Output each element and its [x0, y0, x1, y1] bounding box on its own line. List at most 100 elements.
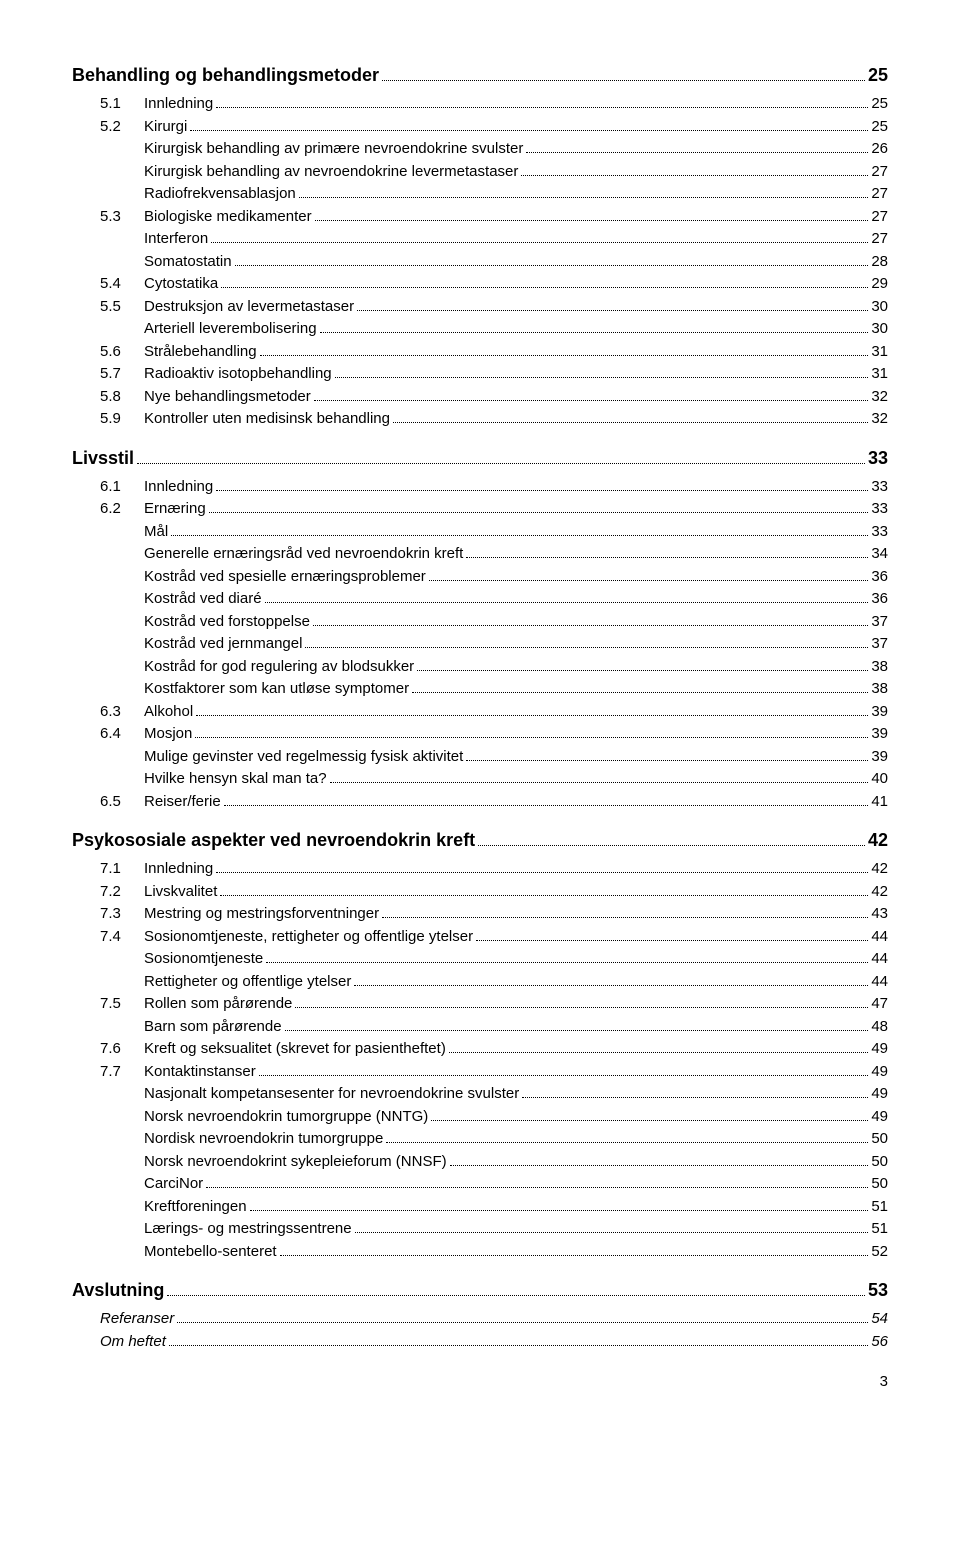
- toc-leader-dots: [522, 1085, 868, 1099]
- toc-label: Kostråd ved diaré: [144, 588, 262, 611]
- toc-label: CarciNor: [144, 1173, 203, 1196]
- toc-entry: Kirurgisk behandling av nevroendokrine l…: [72, 161, 888, 184]
- toc-number: 6.1: [100, 476, 144, 499]
- toc-leader-dots: [195, 725, 868, 739]
- toc-leader-dots: [206, 1175, 868, 1189]
- toc-label: 6.1Innledning: [100, 476, 213, 499]
- toc-entry: 7.3Mestring og mestringsforventninger43: [72, 903, 888, 926]
- toc-page: 37: [871, 633, 888, 656]
- toc-entry: Montebello-senteret52: [72, 1241, 888, 1264]
- toc-page: 36: [871, 566, 888, 589]
- toc-label: Hvilke hensyn skal man ta?: [144, 768, 327, 791]
- toc-entry: 5.1Innledning25: [72, 93, 888, 116]
- toc-leader-dots: [355, 1220, 869, 1234]
- toc-entry: 7.2Livskvalitet42: [72, 881, 888, 904]
- toc-entry: 5.5Destruksjon av levermetastaser30: [72, 296, 888, 319]
- toc-page: 26: [871, 138, 888, 161]
- toc-label: Om heftet: [100, 1331, 166, 1354]
- toc-page: 25: [871, 116, 888, 139]
- toc-leader-dots: [466, 545, 868, 559]
- toc-label: Mål: [144, 521, 168, 544]
- toc-page: 44: [871, 948, 888, 971]
- toc-number: 5.9: [100, 408, 144, 431]
- toc-page: 48: [871, 1016, 888, 1039]
- toc-leader-dots: [211, 230, 868, 244]
- toc-entry: CarciNor 50: [72, 1173, 888, 1196]
- toc-label: 7.3Mestring og mestringsforventninger: [100, 903, 379, 926]
- toc-label: 7.6Kreft og seksualitet (skrevet for pas…: [100, 1038, 446, 1061]
- toc-leader-dots: [393, 410, 868, 424]
- toc-label: 6.2Ernæring: [100, 498, 206, 521]
- toc-page: 33: [871, 521, 888, 544]
- toc-page: 38: [871, 678, 888, 701]
- toc-page: 56: [871, 1331, 888, 1354]
- toc-entry: Behandling og behandlingsmetoder25: [72, 62, 888, 89]
- toc-leader-dots: [209, 500, 869, 514]
- toc-page: 39: [871, 723, 888, 746]
- toc-page: 42: [871, 858, 888, 881]
- toc-leader-dots: [259, 1062, 869, 1076]
- toc-entry: Kostråd ved forstoppelse37: [72, 611, 888, 634]
- toc-leader-dots: [216, 477, 868, 491]
- toc-entry: Kirurgisk behandling av primære nevroend…: [72, 138, 888, 161]
- toc-leader-dots: [266, 950, 868, 964]
- toc-entry: 7.6Kreft og seksualitet (skrevet for pas…: [72, 1038, 888, 1061]
- toc-entry: 5.8Nye behandlingsmetoder32: [72, 386, 888, 409]
- toc-label: Generelle ernæringsråd ved nevroendokrin…: [144, 543, 463, 566]
- toc-page: 44: [871, 971, 888, 994]
- toc-page: 33: [868, 445, 888, 472]
- toc-label: 5.8Nye behandlingsmetoder: [100, 386, 311, 409]
- toc-entry: Hvilke hensyn skal man ta?40: [72, 768, 888, 791]
- toc-page: 29: [871, 273, 888, 296]
- toc-page: 39: [871, 746, 888, 769]
- toc-page: 50: [871, 1173, 888, 1196]
- toc-page: 41: [871, 791, 888, 814]
- toc-page: 42: [868, 827, 888, 854]
- toc-page: 44: [871, 926, 888, 949]
- toc-entry: 5.4Cytostatika29: [72, 273, 888, 296]
- toc-entry: Generelle ernæringsråd ved nevroendokrin…: [72, 543, 888, 566]
- toc-page: 49: [871, 1061, 888, 1084]
- toc-leader-dots: [450, 1152, 869, 1166]
- toc-entry: Mulige gevinster ved regelmessig fysisk …: [72, 746, 888, 769]
- toc-leader-dots: [320, 320, 869, 334]
- toc-label: Kirurgisk behandling av primære nevroend…: [144, 138, 523, 161]
- toc-leader-dots: [354, 972, 868, 986]
- toc-label: Interferon: [144, 228, 208, 251]
- toc-leader-dots: [330, 770, 869, 784]
- toc-entry: Barn som pårørende48: [72, 1016, 888, 1039]
- toc-label: Sosionomtjeneste: [144, 948, 263, 971]
- toc-entry: Rettigheter og offentlige ytelser44: [72, 971, 888, 994]
- toc-page: 33: [871, 498, 888, 521]
- toc-label: Arteriell leverembolisering: [144, 318, 317, 341]
- toc-label: Livsstil: [72, 445, 134, 472]
- table-of-contents: Behandling og behandlingsmetoder25 5.1Inn…: [72, 62, 888, 1353]
- toc-label: Referanser: [100, 1308, 174, 1331]
- toc-entry: Kostråd ved spesielle ernæringsproblemer…: [72, 566, 888, 589]
- toc-leader-dots: [449, 1040, 869, 1054]
- toc-number: 6.2: [100, 498, 144, 521]
- toc-entry: 5.7Radioaktiv isotopbehandling31: [72, 363, 888, 386]
- toc-label: 5.7Radioaktiv isotopbehandling: [100, 363, 332, 386]
- toc-number: 5.3: [100, 206, 144, 229]
- toc-label: 5.9Kontroller uten medisinsk behandling: [100, 408, 390, 431]
- toc-entry: Arteriell leverembolisering30: [72, 318, 888, 341]
- toc-number: 7.5: [100, 993, 144, 1016]
- toc-number: 5.2: [100, 116, 144, 139]
- toc-leader-dots: [295, 995, 868, 1009]
- toc-label: Radiofrekvensablasjon: [144, 183, 296, 206]
- toc-label: 7.4Sosionomtjeneste, rettigheter og offe…: [100, 926, 473, 949]
- toc-leader-dots: [466, 747, 868, 761]
- toc-number: 5.7: [100, 363, 144, 386]
- toc-page: 52: [871, 1241, 888, 1264]
- toc-label: Nasjonalt kompetansesenter for nevroendo…: [144, 1083, 519, 1106]
- toc-leader-dots: [167, 1280, 865, 1296]
- toc-leader-dots: [220, 882, 868, 896]
- toc-label: 5.6Strålebehandling: [100, 341, 257, 364]
- toc-leader-dots: [382, 905, 868, 919]
- toc-leader-dots: [478, 830, 865, 846]
- toc-label: Avslutning: [72, 1277, 164, 1304]
- toc-entry: Livsstil 33: [72, 445, 888, 472]
- toc-label: Lærings- og mestringssentrene: [144, 1218, 352, 1241]
- toc-entry: Mål 33: [72, 521, 888, 544]
